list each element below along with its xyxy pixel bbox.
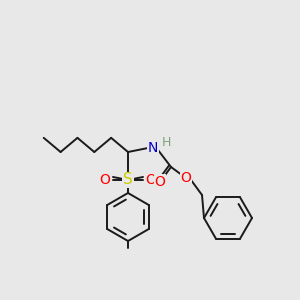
Text: O: O bbox=[154, 175, 165, 189]
Text: S: S bbox=[123, 172, 133, 188]
Text: N: N bbox=[148, 141, 158, 155]
Text: O: O bbox=[181, 171, 191, 185]
Text: H: H bbox=[161, 136, 171, 148]
Text: O: O bbox=[146, 173, 156, 187]
Text: O: O bbox=[100, 173, 110, 187]
